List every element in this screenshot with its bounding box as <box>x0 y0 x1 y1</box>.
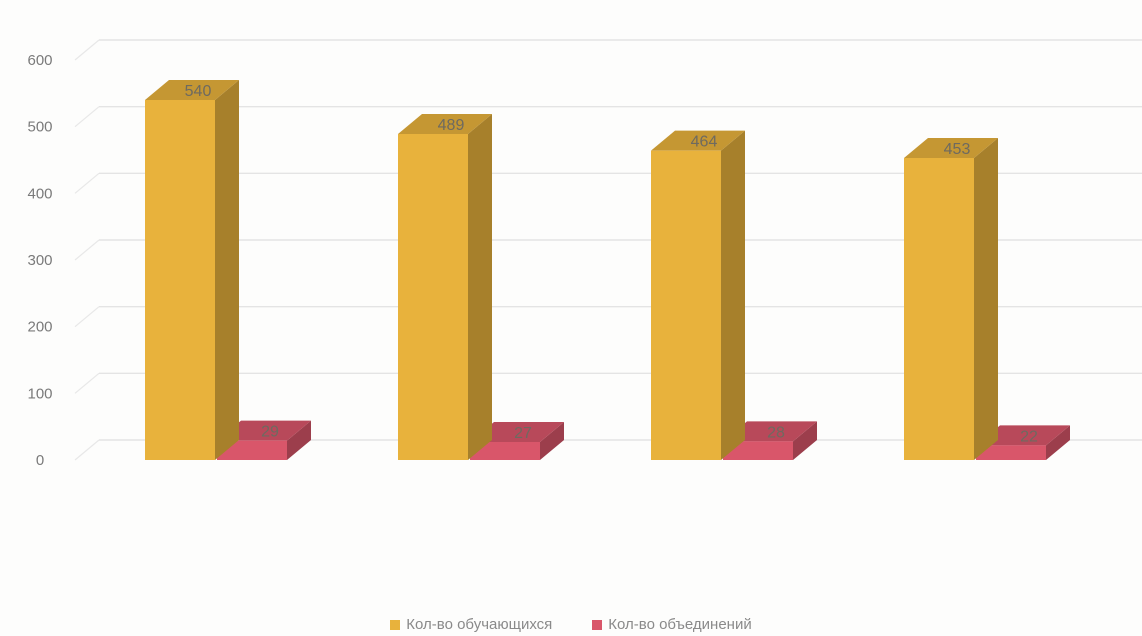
bar-students-top <box>651 130 745 151</box>
y-tick-label: 200 <box>27 319 52 336</box>
bar-students-label: 489 <box>438 117 465 134</box>
gridline-side <box>74 239 100 261</box>
y-tick-label: 500 <box>27 119 52 136</box>
legend-label-students: Кол-во обучающихся <box>406 616 553 633</box>
bar-students <box>904 158 974 460</box>
bar-students <box>398 134 468 460</box>
bar-associations-top <box>217 420 311 441</box>
bar-associations <box>976 445 1046 460</box>
bar-associations-label: 27 <box>514 425 532 442</box>
bar-associations-side <box>793 421 817 460</box>
bar-students-label: 540 <box>185 83 212 100</box>
legend: Кол-во обучающихся Кол-во объединений <box>0 616 1142 633</box>
bar-students-top <box>398 114 492 134</box>
y-tick-label: 100 <box>27 385 52 402</box>
bar-associations <box>217 440 287 460</box>
y-tick-label: 600 <box>27 52 52 69</box>
gridline-side <box>74 372 100 394</box>
bar-associations-top <box>723 421 817 442</box>
gridline-side <box>74 172 100 194</box>
legend-swatch-associations <box>592 619 603 630</box>
gridline-side <box>74 306 100 328</box>
bar-students <box>145 100 215 460</box>
bar-students-label: 464 <box>691 134 718 151</box>
y-tick-label: 0 <box>36 452 44 469</box>
bar-students-top <box>145 80 239 100</box>
bar-associations-label: 28 <box>767 424 785 441</box>
bar-students-label: 453 <box>944 141 971 158</box>
legend-label-associations: Кол-во объединений <box>608 616 752 633</box>
bar-associations-top <box>976 425 1070 446</box>
y-tick-label: 300 <box>27 252 52 269</box>
bar-associations-side <box>1046 425 1070 460</box>
gridline-side <box>74 106 100 128</box>
bar-students-side <box>215 80 239 460</box>
bar-students-side <box>974 138 998 460</box>
bar-students-side <box>468 114 492 460</box>
legend-item-students: Кол-во обучающихся <box>390 616 552 633</box>
bar-students-side <box>721 130 745 460</box>
bar-associations-side <box>287 420 311 460</box>
bar-students <box>651 150 721 460</box>
bar-associations-top <box>470 422 564 442</box>
bar-associations <box>723 441 793 460</box>
gridline-side <box>74 39 100 61</box>
bar-associations-label: 29 <box>261 424 279 441</box>
bar-associations-label: 22 <box>1020 428 1038 445</box>
gridline-side <box>74 439 100 461</box>
legend-item-associations: Кол-во объединений <box>592 616 752 633</box>
y-tick-label: 400 <box>27 185 52 202</box>
bar-associations <box>470 442 540 460</box>
chart-plot: 0 100 200 300 400 500 600 29 540 27 489 28 464 22 453 <box>27 39 1142 469</box>
bar-students-top <box>904 138 998 158</box>
legend-swatch-students <box>390 619 401 630</box>
bar-associations-side <box>540 422 564 460</box>
